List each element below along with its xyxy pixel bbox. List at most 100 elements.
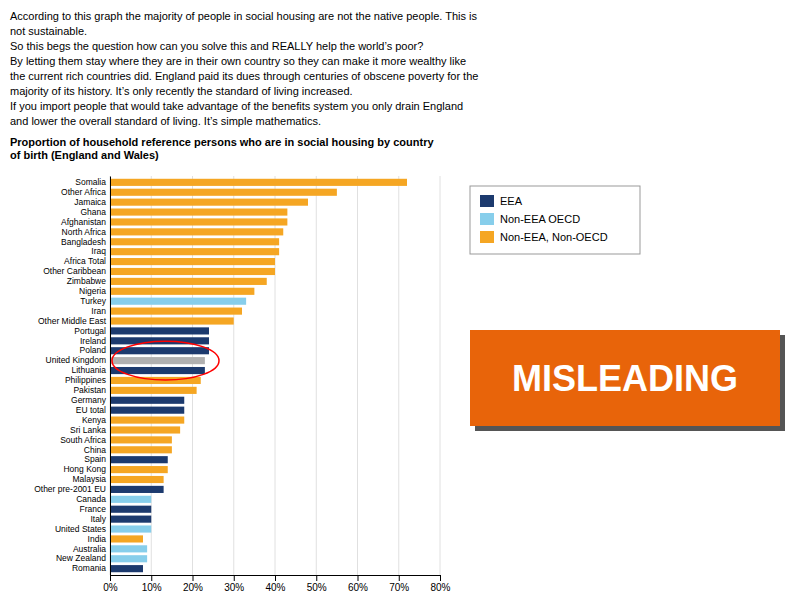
grid-line — [440, 176, 441, 575]
y-tick-label: China — [84, 445, 106, 455]
y-tick-label: Nigeria — [79, 286, 106, 296]
x-tick-mark — [440, 575, 441, 581]
y-tick-label: Afghanistan — [61, 217, 106, 227]
x-tick: 30% — [224, 575, 244, 593]
x-tick-label: 60% — [348, 582, 368, 593]
y-tick: Hong Kong — [63, 464, 106, 474]
y-tick-label: Italy — [90, 514, 106, 524]
bar — [110, 228, 283, 235]
y-tick: Romania — [72, 563, 106, 573]
y-tick: Pakistan — [73, 385, 106, 395]
grid-line — [151, 176, 152, 575]
y-tick-label: North Africa — [62, 227, 107, 237]
y-tick: Nigeria — [79, 286, 106, 296]
x-tick-label: 80% — [430, 582, 450, 593]
y-tick: Poland — [80, 345, 107, 355]
bar — [110, 218, 287, 225]
bar — [110, 208, 287, 215]
bar — [110, 298, 246, 305]
y-tick-label: Jamaica — [74, 197, 106, 207]
bar — [110, 565, 143, 572]
y-axis: SomaliaOther AfricaJamaicaGhanaAfghanist… — [34, 177, 110, 576]
y-tick-label: United States — [55, 524, 106, 534]
x-tick-label: 10% — [142, 582, 162, 593]
x-tick: 80% — [430, 575, 450, 593]
legend: EEANon-EEA OECDNon-EEA, Non-OECD — [470, 186, 640, 254]
legend-swatch — [480, 213, 494, 225]
bar — [110, 199, 308, 206]
y-tick-label: India — [88, 534, 107, 544]
y-tick-label: Ireland — [80, 336, 106, 346]
title: Proportion of household reference person… — [10, 136, 434, 161]
y-tick: United Kingdom — [46, 355, 106, 365]
x-tick: 40% — [265, 575, 285, 593]
y-tick-label: Iran — [91, 306, 106, 316]
x-tick-label: 30% — [224, 582, 244, 593]
x-tick-mark — [151, 575, 152, 581]
y-tick-label: Africa Total — [64, 256, 106, 266]
y-tick: Other Africa — [61, 187, 106, 197]
x-tick-mark — [399, 575, 400, 581]
y-tick: Ghana — [80, 207, 106, 217]
y-tick: Turkey — [80, 296, 106, 306]
stamp-background — [470, 330, 780, 426]
bar — [110, 466, 168, 473]
bar — [110, 525, 151, 532]
y-tick-label: Bangladesh — [61, 236, 106, 246]
grid-line — [192, 176, 193, 575]
y-tick: Zimbabwe — [67, 276, 106, 286]
x-tick-label: 20% — [183, 582, 203, 593]
y-tick-label: Lithuania — [71, 365, 106, 375]
bar — [110, 446, 172, 453]
x-tick-label: 40% — [265, 582, 285, 593]
y-tick: Spain — [84, 454, 106, 464]
y-tick-label: Canada — [76, 494, 106, 504]
bar — [110, 258, 275, 265]
bar — [110, 516, 151, 523]
bar — [110, 506, 151, 513]
y-tick-label: France — [80, 504, 107, 514]
bar — [110, 317, 234, 324]
bar — [110, 278, 267, 285]
y-tick-label: Ghana — [80, 207, 106, 217]
bar — [110, 179, 407, 186]
legend-box — [470, 186, 640, 254]
y-tick-label: Sri Lanka — [70, 425, 106, 435]
y-tick-label: Zimbabwe — [67, 276, 106, 286]
y-tick: Other pre-2001 EU — [34, 484, 106, 494]
y-tick: United States — [55, 524, 106, 534]
bar — [110, 436, 172, 443]
y-tick-label: South Africa — [60, 435, 106, 445]
x-tick: 60% — [348, 575, 368, 593]
y-tick: Portugal — [74, 326, 106, 336]
y-tick: India — [88, 534, 107, 544]
y-tick-label: Other Caribbean — [43, 266, 106, 276]
y-tick-label: Malaysia — [72, 474, 106, 484]
y-tick: Iraq — [91, 246, 106, 256]
bar — [110, 268, 275, 275]
bar — [110, 417, 184, 424]
y-tick-label: Turkey — [80, 296, 106, 306]
y-tick-label: Pakistan — [73, 385, 106, 395]
y-tick-label: EU total — [76, 405, 106, 415]
y-tick-label: Portugal — [74, 326, 106, 336]
y-tick: Iran — [91, 306, 106, 316]
grid-line — [398, 176, 399, 575]
grid-line — [357, 176, 358, 575]
bar — [110, 486, 164, 493]
y-tick: Malaysia — [72, 474, 106, 484]
bar — [110, 555, 147, 562]
bar — [110, 426, 180, 433]
legend-label: Non-EEA, Non-OECD — [500, 231, 608, 243]
bar — [110, 308, 242, 315]
x-tick-label: 50% — [307, 582, 327, 593]
chart: According to this graph the majority of … — [0, 0, 800, 600]
y-tick: Ireland — [80, 336, 106, 346]
header-line: By letting them stay where they are in t… — [10, 55, 466, 67]
grid-line — [316, 176, 317, 575]
y-tick-label: New Zealand — [56, 553, 106, 563]
y-tick: EU total — [76, 405, 106, 415]
y-tick: New Zealand — [56, 553, 106, 563]
legend-label: Non-EEA OECD — [500, 213, 580, 225]
bar — [110, 476, 164, 483]
